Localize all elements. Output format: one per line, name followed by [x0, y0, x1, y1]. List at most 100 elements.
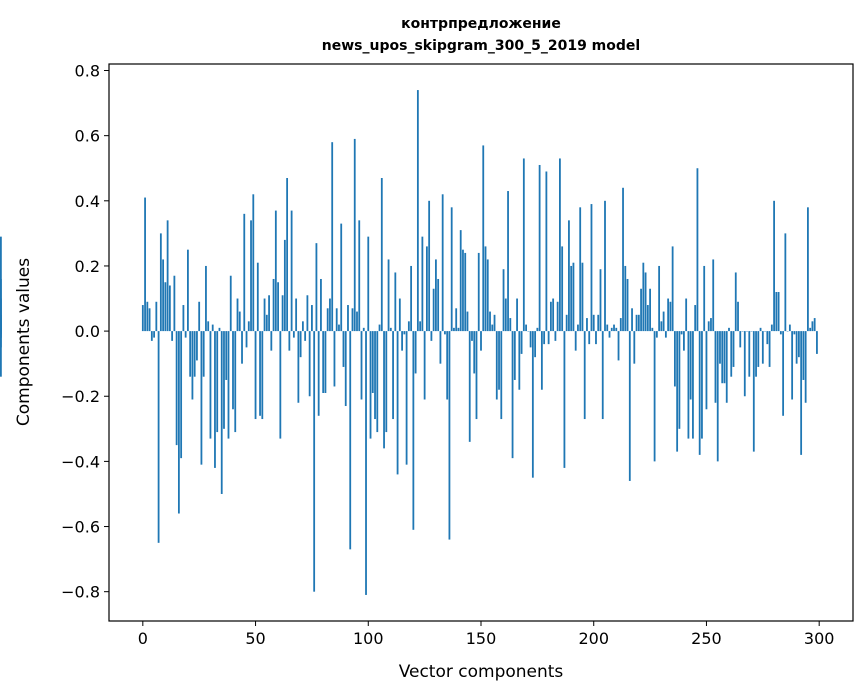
bar: [653, 331, 656, 462]
bar: [320, 278, 322, 332]
bar: [631, 308, 633, 332]
chart-title-line2: news_upos_skipgram_300_5_2019 model: [322, 38, 640, 54]
bar: [146, 301, 149, 332]
bar: [683, 331, 685, 351]
bar: [261, 331, 264, 420]
bar: [459, 230, 462, 332]
bar: [685, 298, 688, 332]
bar: [649, 288, 651, 332]
bar: [775, 292, 778, 332]
bar: [617, 331, 620, 361]
x-axis-label: Vector components: [399, 662, 564, 682]
bar: [773, 200, 775, 332]
bar: [554, 331, 557, 341]
bar: [205, 265, 207, 332]
bar: [416, 90, 419, 332]
bar: [437, 278, 440, 332]
bar: [0, 236, 2, 332]
bar: [403, 331, 406, 335]
bar: [694, 305, 697, 332]
bar: [270, 331, 273, 351]
bar: [173, 275, 176, 332]
bar: [209, 331, 212, 439]
bar: [559, 158, 561, 332]
bar: [292, 331, 295, 338]
bar: [378, 324, 381, 332]
bar: [588, 331, 591, 345]
bar: [425, 246, 428, 332]
bar: [624, 265, 627, 332]
bar: [189, 331, 192, 377]
y-axis-ticks: −0.8 −0.6 −0.4 −0.2 0.0 0.2 0.4 0.6 0.8: [61, 62, 109, 602]
bar: [590, 204, 593, 332]
bar: [232, 331, 234, 410]
bar: [509, 318, 512, 332]
bar: [800, 331, 803, 455]
bar: [0, 331, 2, 338]
bar: [457, 327, 460, 332]
bar: [816, 331, 818, 354]
bars-group: [0, 90, 818, 595]
bar: [279, 331, 282, 439]
bar: [187, 249, 189, 332]
bar: [392, 331, 394, 420]
bar: [353, 138, 356, 332]
bar: [538, 164, 541, 332]
bar: [265, 314, 268, 332]
bar: [529, 331, 532, 348]
bar: [646, 305, 649, 332]
bar: [719, 331, 721, 364]
bar: [489, 311, 491, 332]
bar: [495, 331, 498, 400]
bar: [493, 314, 496, 332]
bar: [536, 327, 539, 332]
y-tick-label: 0.8: [75, 62, 100, 81]
bar: [793, 331, 796, 335]
bar: [484, 246, 487, 332]
bar: [809, 327, 812, 332]
bar: [601, 331, 604, 420]
bar: [268, 295, 270, 332]
bar: [586, 318, 588, 332]
bar: [380, 178, 383, 332]
bar: [770, 324, 773, 332]
bar: [531, 331, 534, 478]
bar: [347, 305, 349, 332]
bar: [811, 321, 814, 332]
bar: [565, 314, 568, 332]
bar: [628, 331, 631, 481]
bar: [144, 197, 146, 332]
bar: [184, 331, 187, 338]
bar: [466, 311, 469, 332]
bar: [676, 331, 679, 452]
bar: [568, 220, 570, 332]
bar: [214, 331, 216, 468]
bar: [162, 259, 165, 332]
bar: [549, 301, 552, 332]
x-tick-label: 300: [804, 629, 835, 648]
bar: [556, 301, 559, 332]
bar: [608, 331, 611, 338]
bar: [813, 318, 816, 332]
bar: [522, 158, 525, 332]
bar: [592, 314, 595, 332]
bar: [613, 324, 615, 332]
bar: [150, 331, 153, 341]
bar: [432, 288, 435, 332]
bar: [615, 327, 618, 332]
bar: [410, 265, 413, 332]
bar: [254, 331, 257, 420]
bar: [340, 223, 343, 332]
bar: [610, 327, 613, 332]
bar: [229, 275, 232, 332]
bar: [407, 321, 410, 332]
bar: [455, 308, 458, 332]
bar: [737, 301, 739, 332]
bar: [333, 331, 336, 387]
y-tick-label: 0.0: [75, 322, 100, 341]
bar: [182, 305, 185, 332]
bar: [286, 178, 289, 332]
bar: [644, 272, 647, 332]
bar: [561, 246, 564, 332]
